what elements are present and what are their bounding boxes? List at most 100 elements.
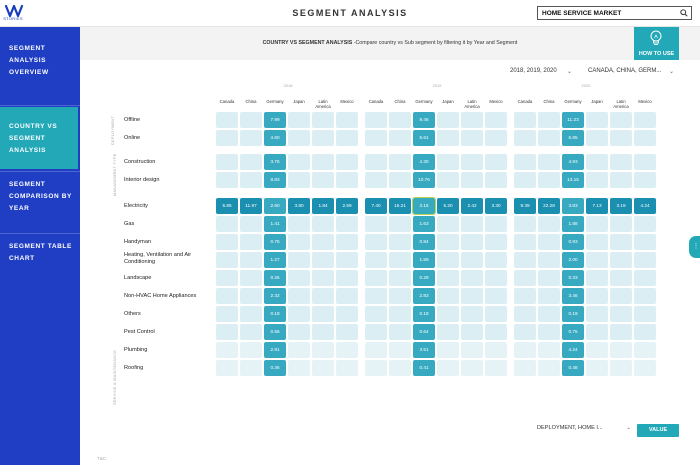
matrix-cell[interactable]: [389, 324, 411, 340]
matrix-cell[interactable]: [389, 234, 411, 250]
matrix-cell[interactable]: [437, 216, 459, 232]
matrix-cell[interactable]: [485, 252, 507, 268]
matrix-cell[interactable]: [389, 306, 411, 322]
matrix-cell[interactable]: [485, 154, 507, 170]
matrix-cell[interactable]: [312, 342, 334, 358]
matrix-cell[interactable]: [538, 154, 560, 170]
matrix-cell[interactable]: [538, 270, 560, 286]
matrix-cell[interactable]: [336, 270, 358, 286]
matrix-cell[interactable]: 4.24: [562, 342, 584, 358]
matrix-cell[interactable]: [336, 342, 358, 358]
matrix-cell[interactable]: 3.46: [562, 288, 584, 304]
matrix-cell[interactable]: 2.60: [264, 198, 286, 214]
matrix-cell[interactable]: [610, 270, 632, 286]
how-to-use-button[interactable]: HOW TO USE: [634, 27, 679, 60]
matrix-cell[interactable]: [461, 342, 483, 358]
matrix-cell[interactable]: 22.28: [538, 198, 560, 214]
matrix-cell[interactable]: 0.29: [413, 270, 435, 286]
matrix-cell[interactable]: 6.85: [562, 130, 584, 146]
matrix-cell[interactable]: [610, 172, 632, 188]
matrix-cell[interactable]: [437, 360, 459, 376]
matrix-cell[interactable]: [312, 130, 334, 146]
matrix-cell[interactable]: 0.48: [562, 360, 584, 376]
matrix-cell[interactable]: [336, 288, 358, 304]
matrix-cell[interactable]: [216, 216, 238, 232]
matrix-cell[interactable]: [514, 216, 536, 232]
matrix-cell[interactable]: [514, 130, 536, 146]
matrix-cell[interactable]: [586, 154, 608, 170]
search-icon[interactable]: [680, 9, 688, 17]
matrix-cell[interactable]: [485, 216, 507, 232]
matrix-cell[interactable]: [365, 306, 387, 322]
matrix-cell[interactable]: [216, 270, 238, 286]
matrix-cell[interactable]: [538, 342, 560, 358]
matrix-cell[interactable]: [538, 288, 560, 304]
matrix-cell[interactable]: [610, 288, 632, 304]
matrix-cell[interactable]: [538, 324, 560, 340]
matrix-cell[interactable]: 3.83: [562, 198, 584, 214]
matrix-cell[interactable]: [461, 154, 483, 170]
sidebar-item-3[interactable]: SEGMENT COMPARISON BY YEAR: [0, 175, 80, 231]
matrix-cell[interactable]: [365, 324, 387, 340]
matrix-cell[interactable]: [538, 234, 560, 250]
sidebar-item-1[interactable]: SEGMENT ANALYSIS OVERVIEW: [0, 39, 80, 103]
matrix-cell[interactable]: [312, 252, 334, 268]
matrix-cell[interactable]: [538, 252, 560, 268]
more-options-tab[interactable]: ⋮: [689, 236, 700, 258]
matrix-cell[interactable]: [288, 154, 310, 170]
matrix-cell[interactable]: [216, 234, 238, 250]
matrix-cell[interactable]: 3.19: [610, 198, 632, 214]
matrix-cell[interactable]: [389, 154, 411, 170]
matrix-cell[interactable]: [216, 130, 238, 146]
matrix-cell[interactable]: [336, 360, 358, 376]
matrix-cell[interactable]: [312, 154, 334, 170]
matrix-cell[interactable]: 5.20: [437, 198, 459, 214]
matrix-cell[interactable]: 3.51: [413, 342, 435, 358]
matrix-cell[interactable]: 4.93: [562, 154, 584, 170]
matrix-cell[interactable]: [461, 306, 483, 322]
matrix-cell[interactable]: [610, 324, 632, 340]
matrix-cell[interactable]: [389, 252, 411, 268]
matrix-cell[interactable]: 0.75: [562, 324, 584, 340]
matrix-cell[interactable]: [514, 360, 536, 376]
matrix-cell[interactable]: [461, 112, 483, 128]
matrix-cell[interactable]: 0.26: [264, 270, 286, 286]
matrix-cell[interactable]: [216, 306, 238, 322]
matrix-cell[interactable]: [514, 112, 536, 128]
matrix-cell[interactable]: [216, 112, 238, 128]
matrix-cell[interactable]: [634, 342, 656, 358]
matrix-cell[interactable]: [240, 360, 262, 376]
matrix-cell[interactable]: [389, 172, 411, 188]
matrix-cell[interactable]: [240, 154, 262, 170]
matrix-cell[interactable]: 4.60: [264, 130, 286, 146]
matrix-cell[interactable]: [610, 130, 632, 146]
matrix-cell[interactable]: [538, 130, 560, 146]
matrix-cell[interactable]: 3.30: [485, 198, 507, 214]
matrix-cell[interactable]: [389, 342, 411, 358]
matrix-cell[interactable]: [288, 360, 310, 376]
matrix-cell[interactable]: [586, 306, 608, 322]
matrix-cell[interactable]: [634, 306, 656, 322]
matrix-cell[interactable]: [485, 172, 507, 188]
matrix-cell[interactable]: [216, 324, 238, 340]
matrix-cell[interactable]: [336, 252, 358, 268]
matrix-cell[interactable]: [216, 172, 238, 188]
matrix-cell[interactable]: [610, 234, 632, 250]
matrix-cell[interactable]: 0.19: [562, 306, 584, 322]
year-filter-dropdown[interactable]: 2018, 2019, 2020 ⌄: [510, 68, 572, 78]
matrix-cell[interactable]: 16.21: [389, 198, 411, 214]
matrix-cell[interactable]: [437, 342, 459, 358]
matrix-cell[interactable]: [634, 154, 656, 170]
matrix-cell[interactable]: [365, 112, 387, 128]
matrix-cell[interactable]: [586, 112, 608, 128]
matrix-cell[interactable]: [365, 270, 387, 286]
matrix-cell[interactable]: [389, 112, 411, 128]
matrix-cell[interactable]: [461, 270, 483, 286]
matrix-cell[interactable]: [437, 172, 459, 188]
matrix-cell[interactable]: 10.76: [413, 172, 435, 188]
matrix-cell[interactable]: [538, 172, 560, 188]
matrix-cell[interactable]: [365, 234, 387, 250]
matrix-cell[interactable]: 4.24: [634, 198, 656, 214]
matrix-cell[interactable]: [240, 112, 262, 128]
matrix-cell[interactable]: [586, 324, 608, 340]
